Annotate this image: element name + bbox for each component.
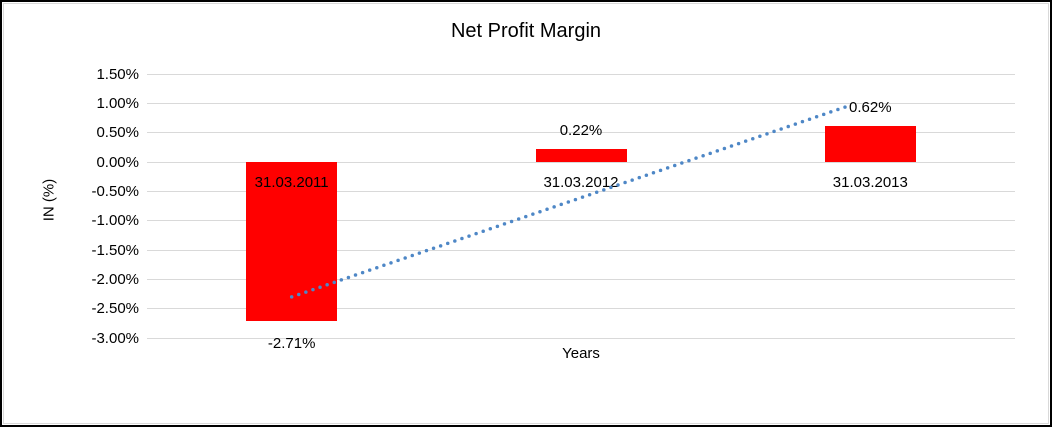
y-tick-label: -2.00% bbox=[91, 270, 139, 288]
gridline bbox=[147, 73, 1015, 75]
chart-title: Net Profit Margin bbox=[450, 20, 602, 42]
gridline bbox=[147, 308, 1015, 310]
y-tick-label: -1.50% bbox=[91, 241, 139, 259]
y-tick-label: 0.50% bbox=[96, 124, 139, 142]
bar bbox=[824, 125, 916, 162]
category-label: 31.03.2012 bbox=[543, 174, 619, 191]
data-label: 0.62% bbox=[849, 98, 892, 116]
y-tick-label: 1.50% bbox=[96, 65, 139, 83]
bar bbox=[535, 149, 627, 162]
y-tick-label: -0.50% bbox=[91, 182, 139, 200]
y-tick-label: -1.00% bbox=[91, 212, 139, 230]
x-axis-title: Years bbox=[562, 345, 600, 362]
y-tick-label: -2.50% bbox=[91, 300, 139, 318]
category-label: 31.03.2011 bbox=[254, 174, 329, 191]
y-tick-label: -3.00% bbox=[91, 329, 139, 347]
gridline bbox=[147, 102, 1015, 104]
data-label: 0.22% bbox=[559, 122, 603, 140]
data-label: -2.71% bbox=[267, 334, 316, 352]
category-label: 31.03.2013 bbox=[832, 174, 908, 191]
gridline bbox=[147, 337, 1015, 339]
y-tick-label: 0.00% bbox=[96, 153, 139, 171]
y-tick-label: 1.00% bbox=[96, 94, 139, 112]
